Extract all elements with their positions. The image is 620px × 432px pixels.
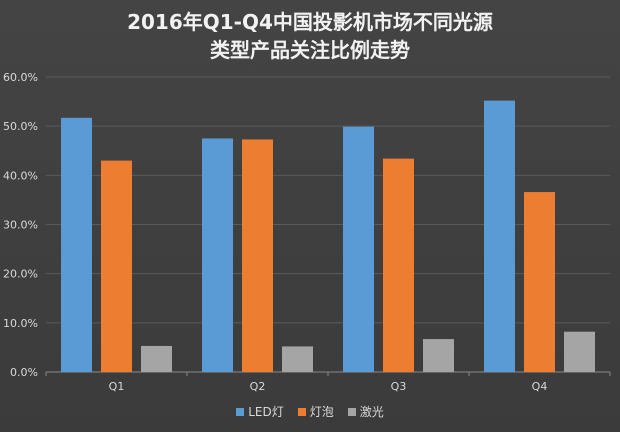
bar-bulb-q3 — [383, 158, 414, 372]
chart-title: 2016年Q1-Q4中国投影机市场不同光源 类型产品关注比例走势 — [0, 8, 620, 64]
x-tick-label: Q4 — [532, 380, 548, 393]
chart-title-line-1: 2016年Q1-Q4中国投影机市场不同光源 — [127, 10, 493, 34]
y-tick-label: 20.0% — [3, 268, 38, 281]
legend-swatch-bulb — [297, 407, 306, 416]
bar-led-q1 — [61, 117, 92, 372]
legend-item-bulb: 灯泡 — [297, 403, 334, 420]
bar-led-q2 — [202, 138, 233, 372]
bar-laser-q1 — [141, 345, 172, 372]
x-tick-label: Q3 — [391, 380, 407, 393]
bar-bulb-q1 — [101, 160, 132, 372]
bar-led-q3 — [343, 126, 374, 373]
legend-item-led: LED灯 — [236, 403, 284, 420]
x-tick-label: Q1 — [109, 380, 125, 393]
legend: LED灯 灯泡 激光 — [0, 403, 620, 420]
legend-swatch-led — [236, 407, 245, 416]
y-tick-label: 60.0% — [3, 71, 38, 84]
legend-label-laser: 激光 — [359, 405, 384, 419]
y-tick-label: 40.0% — [3, 169, 38, 182]
bar-led-q4 — [484, 100, 515, 372]
chart-title-line-2: 类型产品关注比例走势 — [210, 38, 410, 62]
bar-laser-q2 — [282, 346, 313, 372]
bar-laser-q3 — [423, 339, 454, 372]
bar-laser-q4 — [564, 331, 595, 372]
y-tick-label: 0.0% — [10, 366, 38, 379]
legend-item-laser: 激光 — [347, 403, 384, 420]
legend-swatch-laser — [347, 407, 356, 416]
y-tick-label: 10.0% — [3, 317, 38, 330]
legend-label-led: LED灯 — [248, 405, 284, 419]
bar-bulb-q4 — [524, 192, 555, 372]
legend-label-bulb: 灯泡 — [309, 405, 334, 419]
bar-bulb-q2 — [242, 139, 273, 372]
x-tick-label: Q2 — [250, 380, 266, 393]
y-tick-label: 50.0% — [3, 120, 38, 133]
y-tick-label: 30.0% — [3, 219, 38, 232]
